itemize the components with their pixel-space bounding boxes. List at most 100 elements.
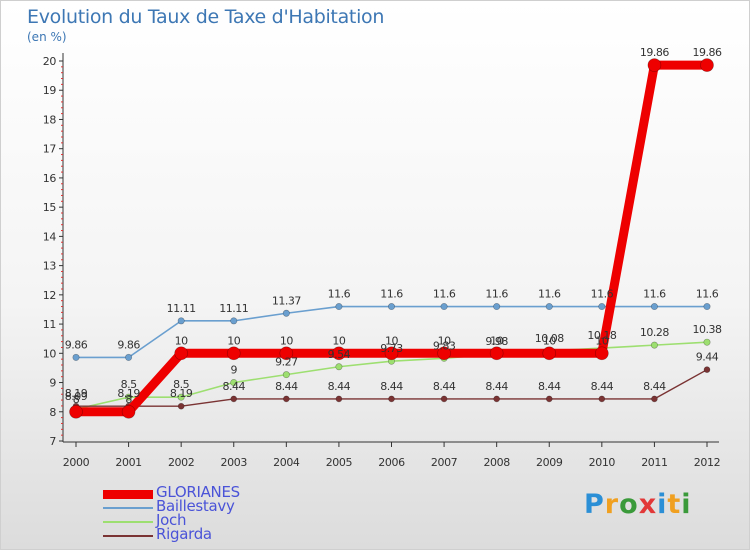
- data-point-glorianes: [121, 404, 136, 419]
- brand-letter: r: [604, 489, 620, 520]
- data-label-glorianes: 10: [595, 334, 608, 347]
- data-point-joch: [230, 379, 238, 387]
- data-label-rigarda: 8.44: [538, 380, 561, 393]
- data-label-rigarda: 8.44: [223, 380, 246, 393]
- data-point-baillestavy: [650, 303, 658, 311]
- data-label-joch: 8.5: [173, 378, 189, 391]
- data-point-joch: [335, 363, 343, 371]
- x-tick-label: 2003: [221, 456, 248, 469]
- data-point-joch: [125, 393, 133, 401]
- data-label-baillestavy: 11.6: [380, 288, 403, 301]
- data-point-rigarda: [177, 402, 185, 410]
- legend-swatch: [103, 521, 153, 523]
- data-label-glorianes: 10: [175, 334, 188, 347]
- data-point-glorianes: [69, 404, 83, 419]
- data-label-rigarda: 8.44: [328, 380, 351, 393]
- data-point-joch: [282, 371, 290, 379]
- y-tick-label: 8: [49, 406, 56, 419]
- data-label-baillestavy: 11.6: [485, 288, 508, 301]
- data-label-joch: 10.28: [640, 326, 669, 339]
- x-tick-label: 2001: [115, 456, 141, 469]
- x-tick-label: 2010: [589, 456, 616, 469]
- data-label-joch: 9.98: [485, 335, 508, 348]
- data-point-glorianes: [437, 346, 451, 361]
- data-label-rigarda: 8.44: [485, 380, 508, 393]
- data-label-glorianes: 10: [385, 334, 398, 347]
- data-label-rigarda: 8.44: [380, 380, 403, 393]
- data-label-baillestavy: 11.6: [591, 288, 614, 301]
- data-label-rigarda: 8.19: [170, 387, 193, 400]
- legend-label: Baillestavy: [156, 497, 235, 515]
- y-tick-label: 13: [43, 260, 57, 273]
- data-label-glorianes: 8: [73, 393, 80, 406]
- data-point-glorianes: [489, 346, 504, 361]
- legend-swatch: [103, 535, 153, 537]
- brand-letter: t: [667, 489, 682, 520]
- legend-label: GLORIANES: [156, 483, 240, 501]
- data-label-joch: 9.27: [275, 356, 298, 369]
- data-point-baillestavy: [177, 317, 185, 325]
- legend-label: Joch: [156, 511, 187, 529]
- data-point-rigarda: [230, 395, 238, 403]
- data-label-rigarda: 8.44: [591, 380, 614, 393]
- x-tick-label: 2004: [273, 456, 300, 469]
- data-label-baillestavy: 11.6: [643, 288, 666, 301]
- data-point-glorianes: [226, 346, 241, 361]
- data-point-baillestavy: [282, 309, 290, 317]
- data-label-baillestavy: 9.86: [117, 338, 140, 351]
- data-label-joch: 9.54: [328, 348, 351, 361]
- data-label-rigarda: 8.44: [643, 380, 666, 393]
- data-point-rigarda: [440, 395, 448, 403]
- y-tick-label: 9: [49, 377, 56, 390]
- y-tick-label: 7: [49, 435, 56, 448]
- data-label-joch: 8.5: [121, 378, 137, 391]
- legend-swatch: [103, 489, 153, 499]
- data-point-rigarda: [651, 395, 658, 403]
- data-point-glorianes: [384, 346, 399, 361]
- data-label-baillestavy: 11.6: [696, 288, 719, 301]
- data-point-rigarda: [545, 395, 553, 403]
- data-label-baillestavy: 11.11: [167, 302, 196, 315]
- x-tick-label: 2000: [63, 456, 90, 469]
- data-label-glorianes: 10: [543, 334, 556, 347]
- data-point-joch: [650, 341, 658, 349]
- data-label-rigarda: 8.44: [275, 380, 298, 393]
- y-tick-label: 10: [43, 347, 57, 360]
- data-label-glorianes: 19.86: [640, 46, 669, 59]
- x-tick-label: 2002: [168, 456, 194, 469]
- data-label-joch: 10.18: [587, 329, 616, 342]
- data-point-glorianes: [332, 346, 346, 361]
- legend-swatch: [103, 507, 153, 509]
- brand-letter: i: [657, 489, 668, 520]
- data-label-joch: 8.09: [65, 390, 88, 403]
- data-label-joch: 9.73: [380, 342, 403, 355]
- x-tick-label: 2008: [483, 456, 510, 469]
- data-point-rigarda: [598, 395, 606, 403]
- data-point-baillestavy: [125, 353, 133, 361]
- data-label-glorianes: 10: [438, 334, 451, 347]
- brand-letter: P: [584, 489, 605, 520]
- data-point-baillestavy: [493, 303, 501, 311]
- data-point-baillestavy: [598, 303, 606, 311]
- y-tick-label: 15: [43, 201, 57, 214]
- brand-letter: o: [619, 489, 639, 520]
- y-tick-label: 19: [43, 84, 57, 97]
- data-label-glorianes: 10: [227, 334, 240, 347]
- data-label-rigarda: 8.19: [65, 387, 88, 400]
- data-point-glorianes: [279, 346, 294, 361]
- chart-unit-label: (en %): [27, 30, 67, 44]
- data-point-glorianes: [700, 58, 714, 72]
- data-point-rigarda: [493, 395, 500, 403]
- data-label-glorianes: 19.86: [693, 46, 722, 59]
- data-label-joch: 10.08: [535, 332, 564, 345]
- data-label-baillestavy: 11.37: [272, 294, 301, 307]
- data-point-joch: [703, 338, 711, 346]
- data-point-baillestavy: [545, 303, 553, 311]
- data-point-baillestavy: [72, 353, 80, 361]
- y-tick-label: 12: [43, 289, 56, 302]
- x-tick-label: 2012: [694, 456, 720, 469]
- data-point-rigarda: [388, 395, 395, 403]
- data-point-glorianes: [647, 58, 662, 72]
- y-tick-label: 18: [43, 113, 57, 126]
